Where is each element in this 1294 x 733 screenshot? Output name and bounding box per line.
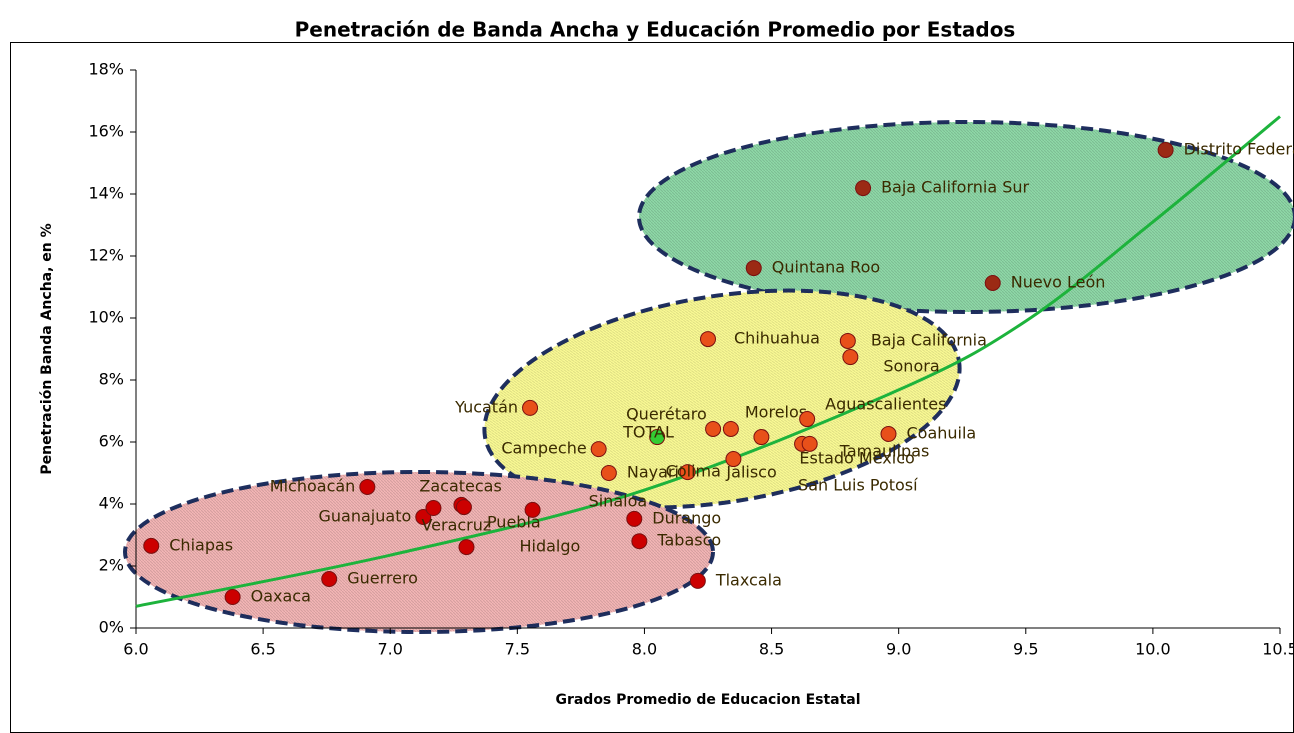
point xyxy=(801,435,818,452)
point-label: Zacatecas xyxy=(419,476,501,495)
point xyxy=(722,420,739,437)
point-label: Tabasco xyxy=(656,531,721,550)
point xyxy=(590,441,607,458)
point xyxy=(880,425,897,442)
point xyxy=(745,260,762,277)
trendline xyxy=(135,115,1281,608)
point-label: Guerrero xyxy=(347,569,418,588)
point xyxy=(458,539,475,556)
y-tick-label: 4% xyxy=(99,494,124,513)
point xyxy=(455,499,472,516)
point-label: San Luis Potosí xyxy=(798,475,918,494)
point xyxy=(143,537,160,554)
point-label: Quintana Roo xyxy=(772,258,880,277)
x-tick-label: 8.5 xyxy=(759,640,784,659)
point xyxy=(1157,141,1174,158)
point xyxy=(524,501,541,518)
point xyxy=(799,411,816,428)
point-label: Chihuahua xyxy=(734,329,820,348)
y-axis-title: Penetración Banda Ancha, en % xyxy=(39,223,55,474)
point-label: Guanajuato xyxy=(319,507,412,526)
x-tick-label: 9.0 xyxy=(886,640,911,659)
x-tick-label: 7.0 xyxy=(377,640,402,659)
x-tick-label: 10.5 xyxy=(1262,640,1294,659)
point xyxy=(415,509,432,526)
point-label: Puebla xyxy=(487,513,541,532)
point-label: Tamaulipas xyxy=(839,441,930,460)
x-axis-title: Grados Promedio de Educacion Estatal xyxy=(555,692,860,708)
x-tick-label: 7.5 xyxy=(505,640,530,659)
point xyxy=(224,589,241,605)
y-tick-label: 6% xyxy=(99,432,124,451)
x-tick-label: 10.0 xyxy=(1135,640,1171,659)
point-label: Veracruz xyxy=(421,516,491,535)
point xyxy=(626,510,643,527)
point xyxy=(649,429,666,446)
point xyxy=(359,478,376,495)
point-label: Hidalgo xyxy=(519,537,580,556)
point-label: Distrito Federal xyxy=(1184,139,1294,158)
point-label: Oaxaca xyxy=(251,587,311,606)
point-label: Durango xyxy=(652,508,721,527)
point-label: Baja California xyxy=(871,330,987,349)
x-tick-label: 8.0 xyxy=(632,640,657,659)
point-label: Tlaxcala xyxy=(715,570,782,589)
point xyxy=(689,572,706,589)
point-label: Aguascalientes xyxy=(825,395,946,414)
point xyxy=(631,533,648,550)
point xyxy=(600,465,617,481)
y-tick-label: 14% xyxy=(88,184,124,203)
point xyxy=(679,464,696,481)
point xyxy=(321,571,338,588)
y-tick-label: 18% xyxy=(88,60,124,79)
point-label: Yucatán xyxy=(454,397,518,416)
x-tick-label: 6.5 xyxy=(250,640,275,659)
point xyxy=(705,420,722,437)
ellipse-high-hatch xyxy=(639,122,1294,312)
point xyxy=(725,451,742,468)
point-label: Jalisco xyxy=(725,463,776,482)
point-label: Sinaloa xyxy=(589,491,648,510)
y-tick-label: 12% xyxy=(88,246,124,265)
point xyxy=(700,331,716,348)
chart-title: Penetración de Banda Ancha y Educación P… xyxy=(295,18,1016,42)
point-label: Sonora xyxy=(883,357,939,376)
point-label: TOTAL xyxy=(622,423,674,442)
point xyxy=(753,429,770,446)
y-tick-label: 2% xyxy=(99,556,124,575)
point-label: Michoacán xyxy=(270,476,356,495)
point xyxy=(425,500,442,517)
point-label: Querétaro xyxy=(626,404,707,423)
point-label: Nayarit xyxy=(627,463,685,482)
point-label: Coahuila xyxy=(906,423,976,442)
y-tick-label: 8% xyxy=(99,370,124,389)
point xyxy=(842,349,859,366)
point-label: Chiapas xyxy=(169,535,233,554)
point-label: Baja California Sur xyxy=(881,178,1029,197)
x-tick-label: 9.5 xyxy=(1013,640,1038,659)
point-label: Colima xyxy=(666,462,721,481)
x-tick-label: 6.0 xyxy=(123,640,148,659)
group-ellipses xyxy=(123,120,1294,634)
point xyxy=(984,274,1001,291)
y-tick-label: 16% xyxy=(88,122,124,141)
point xyxy=(855,180,872,197)
y-tick-label: 0% xyxy=(99,618,124,637)
point-label: Campeche xyxy=(501,439,586,458)
point xyxy=(522,399,539,416)
y-tick-label: 10% xyxy=(88,308,124,327)
point xyxy=(839,332,856,349)
point-label: Nuevo León xyxy=(1011,272,1106,291)
point-label: Estado México xyxy=(799,449,914,468)
point-label: Morelos xyxy=(745,402,807,421)
